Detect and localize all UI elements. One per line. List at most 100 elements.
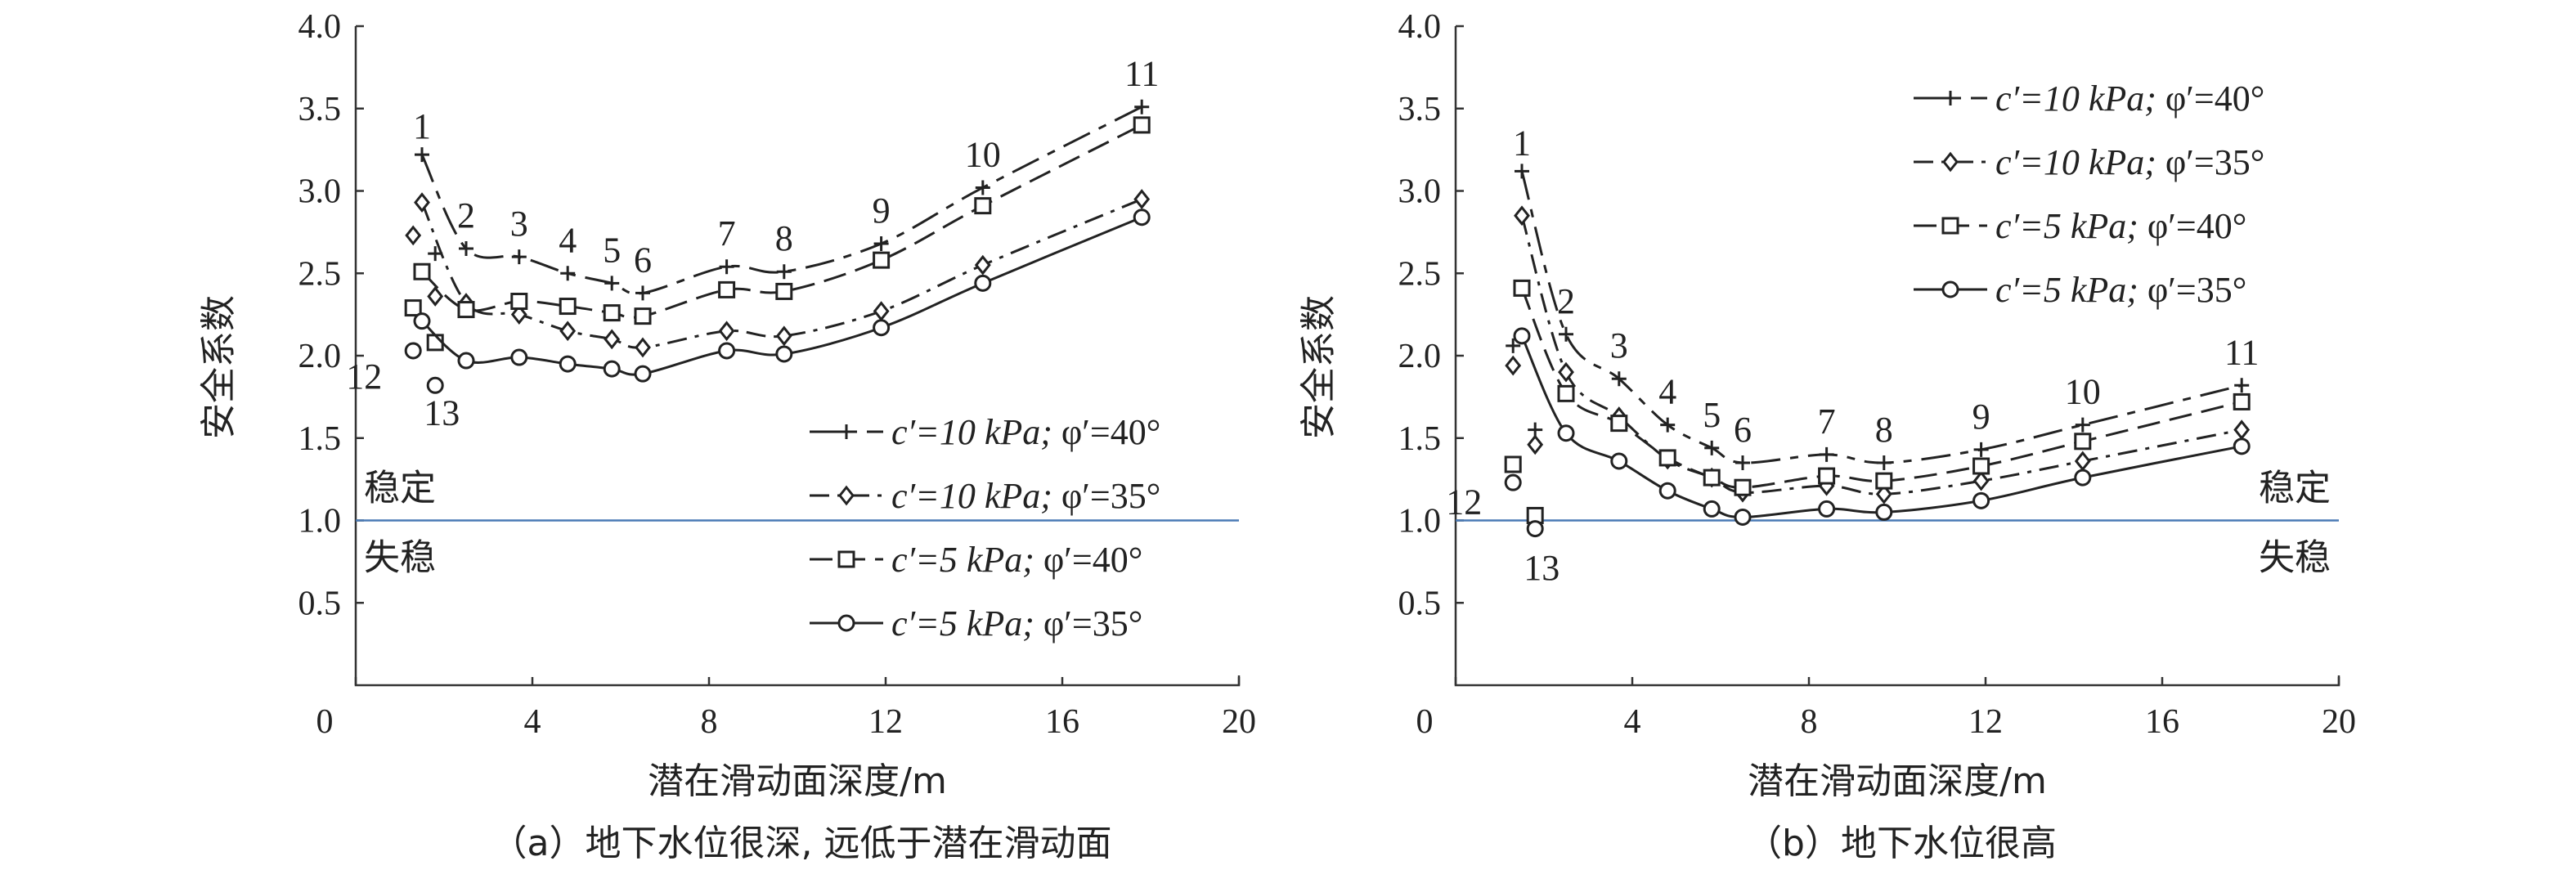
data-point-marker (1876, 455, 1892, 470)
y-tick-label: 0.5 (1398, 585, 1442, 622)
legend-marker (837, 550, 855, 568)
data-point-marker (1703, 500, 1721, 518)
series-2 (405, 189, 1151, 358)
y-axis-label: 安全系数 (1298, 295, 1340, 439)
series-line (1520, 215, 2242, 496)
legend-cohesion: c′=10 kPa; (891, 412, 1061, 452)
legend-label: c′=5 kPa; φ′=35° (891, 603, 1142, 644)
y-tick-label: 2.5 (1398, 255, 1442, 293)
point-number-label: 8 (775, 218, 793, 258)
data-point-marker (1734, 478, 1752, 496)
figure-caption: （a）地下水位很深, 远低于潜在滑动面 (491, 823, 1112, 864)
data-point-marker (873, 301, 890, 321)
legend-marker (837, 614, 855, 632)
data-point-marker (2233, 419, 2251, 441)
point-number-label: 1 (1513, 123, 1531, 163)
x-tick-label: 16 (1045, 703, 1079, 741)
data-point-marker (718, 321, 735, 342)
data-point-marker (1134, 99, 1150, 114)
data-point-marker (559, 298, 577, 316)
data-point-marker (404, 299, 422, 317)
data-point-marker (718, 342, 736, 360)
data-point-marker (1972, 470, 1990, 491)
data-point-marker (2233, 392, 2251, 410)
data-point-marker (1973, 442, 1989, 457)
data-point-marker (1972, 491, 1990, 509)
series-4 (404, 209, 1151, 394)
y-tick-label: 3.0 (298, 173, 342, 211)
point-number-label: 2 (457, 195, 475, 235)
data-point-marker (719, 259, 734, 275)
legend-friction-angle: φ′=35° (1043, 603, 1142, 644)
data-point-marker (1660, 417, 1676, 433)
point-number-label: 2 (1557, 281, 1575, 321)
point-number-label: 1 (413, 106, 431, 146)
x-tick-label: 0 (316, 703, 334, 741)
legend-marker (839, 424, 854, 439)
legend-entry: c′=10 kPa; φ′=35° (810, 476, 1160, 516)
y-tick-label: 3.5 (1398, 91, 1442, 128)
y-tick-label: 1.0 (298, 503, 342, 540)
series-line (1520, 335, 2242, 518)
data-point-marker (775, 345, 793, 363)
series-1 (415, 99, 1150, 301)
data-point-marker (635, 337, 651, 358)
data-point-marker (560, 266, 576, 281)
data-point-marker (634, 365, 652, 383)
data-point-marker (1504, 455, 1522, 473)
legend-entry: c′=5 kPa; φ′=35° (810, 603, 1142, 644)
data-point-marker (603, 360, 621, 378)
data-point-marker (873, 319, 891, 337)
data-point-marker (1610, 415, 1628, 433)
x-tick-label: 12 (868, 703, 903, 741)
data-point-marker (559, 355, 577, 373)
data-point-marker (974, 274, 992, 292)
data-point-marker (1504, 473, 1522, 491)
y-axis-label: 安全系数 (198, 295, 240, 439)
data-point-marker (1527, 434, 1544, 455)
legend-marker (1942, 151, 1959, 173)
data-point-marker (1819, 446, 1834, 462)
data-point-marker (413, 312, 431, 330)
data-point-marker (1513, 327, 1531, 345)
data-point-marker (1875, 483, 1892, 505)
data-point-marker (1972, 457, 1990, 475)
legend-label: c′=10 kPa; φ′=35° (891, 476, 1160, 516)
point-number-label: 10 (965, 134, 1001, 174)
data-point-marker (776, 264, 792, 280)
data-point-marker (1557, 384, 1575, 402)
data-point-marker (1735, 455, 1750, 470)
data-point-marker (1703, 469, 1721, 487)
legend-label: c′=10 kPa; φ′=35° (1995, 142, 2264, 182)
legend-label: c′=5 kPa; φ′=35° (1995, 270, 2246, 310)
data-point-marker (1133, 116, 1151, 134)
data-point-marker (1133, 209, 1151, 226)
x-tick-label: 16 (2145, 703, 2179, 741)
legend-friction-angle: φ′=35° (2147, 270, 2246, 310)
point-number-label: 13 (424, 393, 460, 433)
data-point-marker (1513, 279, 1531, 297)
legend-label: c′=10 kPa; φ′=40° (891, 412, 1160, 452)
x-tick-label: 8 (701, 703, 718, 741)
data-point-marker (873, 251, 891, 269)
series-line (1520, 170, 2242, 464)
y-tick-label: 1.5 (1398, 420, 1442, 458)
axes-frame (354, 26, 1241, 687)
legend-entry: c′=10 kPa; φ′=40° (810, 412, 1160, 452)
y-tick-label: 0.5 (298, 585, 342, 622)
data-point-marker (1875, 503, 1893, 521)
data-point-marker (404, 342, 422, 360)
data-point-marker (603, 304, 621, 322)
point-number-label: 6 (1734, 410, 1752, 450)
data-point-marker (405, 225, 422, 246)
y-tick-label: 2.5 (298, 255, 342, 293)
data-point-marker (975, 180, 990, 195)
data-point-marker (974, 197, 992, 215)
point-number-label: 8 (1875, 410, 1893, 450)
point-number-label: 12 (346, 357, 382, 397)
legend-marker (1941, 280, 1959, 298)
data-point-marker (1515, 164, 1529, 179)
point-number-label: 3 (1610, 325, 1628, 366)
data-point-marker (457, 301, 475, 319)
